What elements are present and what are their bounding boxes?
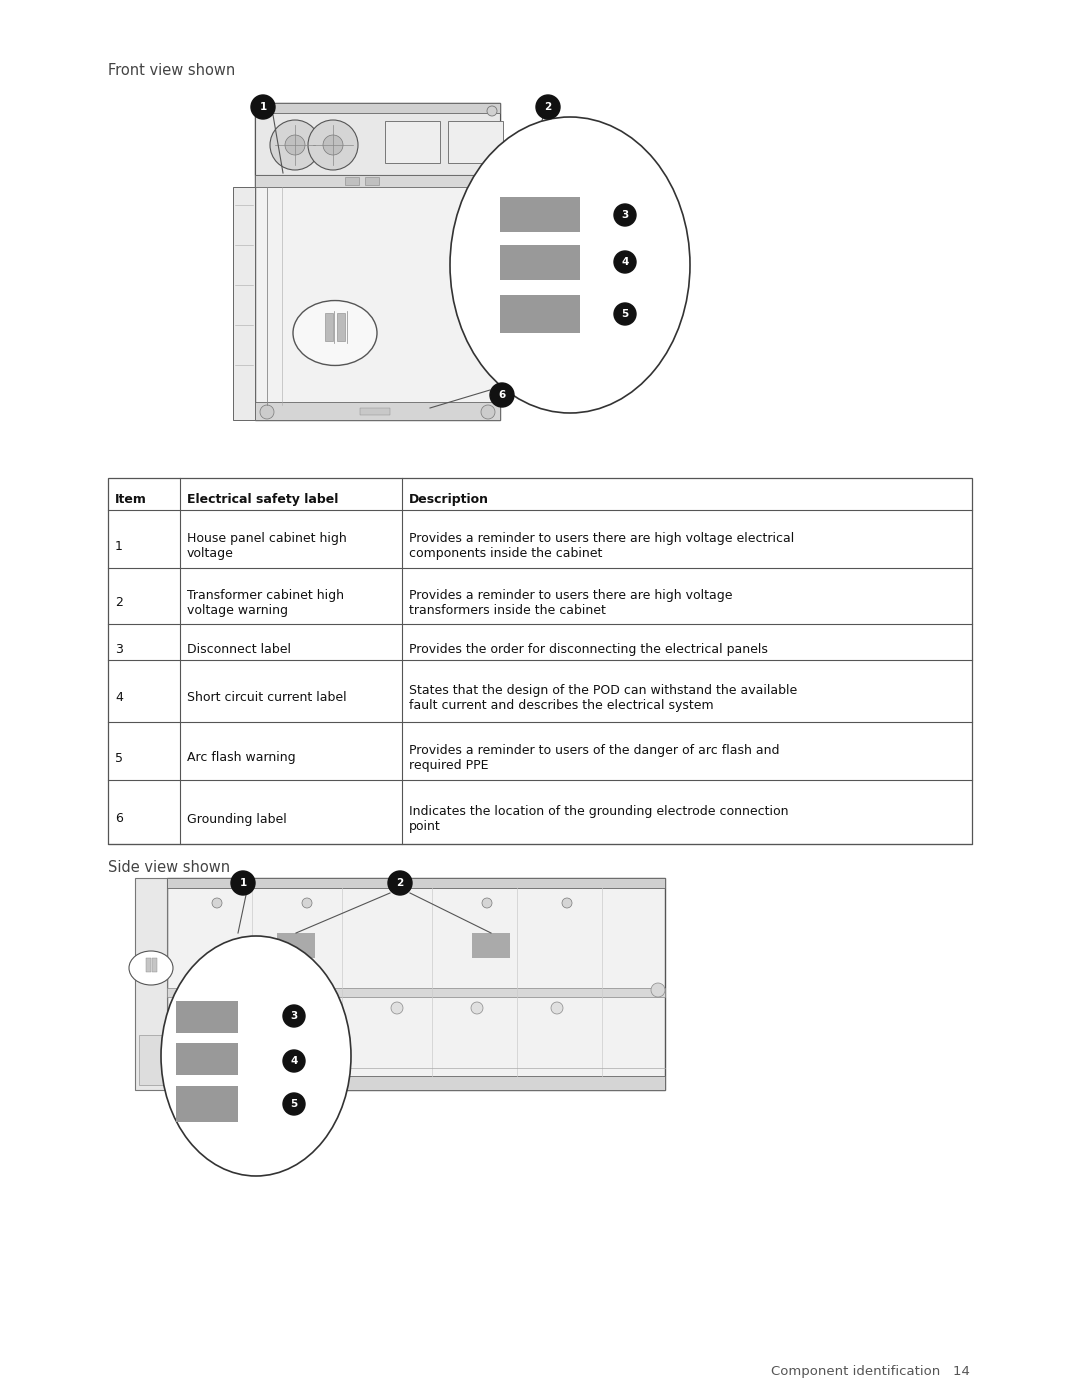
Text: Side view shown: Side view shown <box>108 861 230 875</box>
Ellipse shape <box>482 898 492 908</box>
Ellipse shape <box>302 898 312 908</box>
Text: Provides a reminder to users of the danger of arc flash and
required PPE: Provides a reminder to users of the dang… <box>409 745 780 773</box>
Bar <box>345 177 359 184</box>
Text: 6: 6 <box>114 813 123 826</box>
Bar <box>365 177 379 184</box>
Ellipse shape <box>490 383 514 407</box>
Text: Electrical safety label: Electrical safety label <box>187 493 338 507</box>
Text: Item: Item <box>114 493 147 507</box>
Bar <box>255 103 500 175</box>
Text: States that the design of the POD can withstand the available
fault current and : States that the design of the POD can wi… <box>409 685 797 712</box>
Bar <box>500 197 580 232</box>
Text: 5: 5 <box>114 752 123 764</box>
Bar <box>167 1076 665 1090</box>
Ellipse shape <box>450 117 690 414</box>
Text: 4: 4 <box>114 692 123 704</box>
Bar <box>448 122 503 163</box>
Text: 2: 2 <box>396 877 404 888</box>
Bar <box>325 313 333 341</box>
Text: Grounding label: Grounding label <box>187 813 287 826</box>
Bar <box>384 122 440 163</box>
Ellipse shape <box>651 983 665 997</box>
Text: 6: 6 <box>498 390 505 400</box>
Text: 4: 4 <box>291 1056 298 1066</box>
Bar <box>176 1085 238 1122</box>
Ellipse shape <box>283 1092 305 1115</box>
Text: Short circuit current label: Short circuit current label <box>187 692 347 704</box>
Ellipse shape <box>283 1051 305 1071</box>
Bar <box>146 958 151 972</box>
Text: 3: 3 <box>114 643 123 655</box>
Text: 2: 2 <box>544 102 552 112</box>
Bar <box>255 175 500 187</box>
Ellipse shape <box>471 1002 483 1014</box>
Text: Front view shown: Front view shown <box>108 63 235 78</box>
Bar <box>255 402 500 420</box>
Text: Component identification   14: Component identification 14 <box>771 1365 970 1377</box>
Text: House panel cabinet high
voltage: House panel cabinet high voltage <box>187 532 347 560</box>
Ellipse shape <box>258 106 268 116</box>
Ellipse shape <box>161 936 351 1176</box>
Text: 3: 3 <box>291 1011 298 1021</box>
Ellipse shape <box>481 405 495 419</box>
Bar <box>152 958 157 972</box>
Text: 3: 3 <box>621 210 629 219</box>
Text: Description: Description <box>409 493 489 507</box>
Text: 2: 2 <box>114 597 123 609</box>
Bar <box>472 933 510 958</box>
Ellipse shape <box>308 120 357 170</box>
Text: Provides a reminder to users there are high voltage
transformers inside the cabi: Provides a reminder to users there are h… <box>409 590 732 617</box>
Bar <box>167 877 665 1090</box>
Ellipse shape <box>615 303 636 326</box>
Bar <box>108 478 972 844</box>
Bar <box>176 1002 238 1032</box>
Ellipse shape <box>212 898 222 908</box>
Bar <box>276 933 315 958</box>
Ellipse shape <box>615 204 636 226</box>
Bar <box>337 313 345 341</box>
Text: 1: 1 <box>114 539 123 552</box>
Text: 1: 1 <box>240 877 246 888</box>
Ellipse shape <box>231 870 255 895</box>
Bar <box>233 187 255 420</box>
Bar <box>360 408 390 415</box>
Bar <box>139 1035 163 1085</box>
Text: Provides a reminder to users there are high voltage electrical
components inside: Provides a reminder to users there are h… <box>409 532 794 560</box>
Bar <box>167 988 665 997</box>
Ellipse shape <box>391 1002 403 1014</box>
Text: Provides the order for disconnecting the electrical panels: Provides the order for disconnecting the… <box>409 643 768 655</box>
Ellipse shape <box>226 1002 238 1014</box>
Text: 5: 5 <box>291 1099 298 1109</box>
Bar <box>135 877 167 1090</box>
Ellipse shape <box>388 870 411 895</box>
Bar <box>500 244 580 279</box>
Ellipse shape <box>323 136 343 155</box>
Text: 5: 5 <box>621 309 629 319</box>
Bar <box>255 103 500 420</box>
Ellipse shape <box>487 106 497 116</box>
Text: 4: 4 <box>621 257 629 267</box>
Ellipse shape <box>270 120 320 170</box>
Bar <box>167 877 665 888</box>
Bar <box>176 1044 238 1076</box>
Text: Indicates the location of the grounding electrode connection
point: Indicates the location of the grounding … <box>409 805 788 833</box>
Ellipse shape <box>129 951 173 985</box>
Bar <box>500 295 580 332</box>
Text: Disconnect label: Disconnect label <box>187 643 291 655</box>
Text: 1: 1 <box>259 102 267 112</box>
Ellipse shape <box>251 95 275 119</box>
Ellipse shape <box>536 95 561 119</box>
Ellipse shape <box>311 1002 323 1014</box>
Ellipse shape <box>283 1004 305 1027</box>
Ellipse shape <box>562 898 572 908</box>
Ellipse shape <box>293 300 377 366</box>
Bar <box>255 103 500 113</box>
Ellipse shape <box>260 405 274 419</box>
Ellipse shape <box>551 1002 563 1014</box>
Ellipse shape <box>615 251 636 272</box>
Text: Transformer cabinet high
voltage warning: Transformer cabinet high voltage warning <box>187 590 345 617</box>
Ellipse shape <box>285 136 305 155</box>
Text: Arc flash warning: Arc flash warning <box>187 752 296 764</box>
